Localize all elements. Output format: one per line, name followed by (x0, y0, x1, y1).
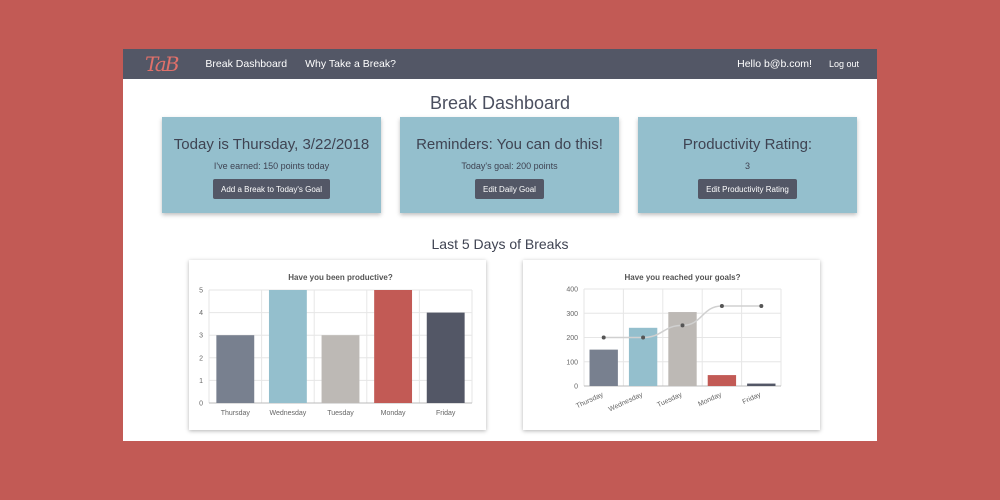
goal-point (759, 303, 764, 308)
productivity-card: Productivity Rating: 3 Edit Productivity… (638, 117, 857, 213)
chart-title: Have you been productive? (288, 273, 393, 282)
x-tick-label: Wednesday (608, 391, 645, 413)
x-tick-label: Wednesday (269, 410, 306, 417)
reminders-card: Reminders: You can do this! Today's goal… (400, 117, 619, 213)
goal-point (601, 335, 606, 340)
x-tick-label: Tuesday (656, 391, 684, 409)
bar (216, 335, 255, 403)
x-tick-label: Thursday (221, 410, 251, 417)
bar (589, 349, 618, 386)
navbar: TaB Break Dashboard Why Take a Break? He… (123, 49, 877, 79)
goals-bar-chart: Have you reached your goals? 0 100 200 300 40… (566, 273, 782, 413)
y-tick-label: 0 (199, 401, 203, 408)
y-tick-label: 400 (566, 287, 578, 294)
edit-productivity-rating-button[interactable]: Edit Productivity Rating (698, 179, 797, 199)
app-logo[interactable]: TaB (145, 52, 179, 76)
bar (268, 290, 307, 403)
today-card: Today is Thursday, 3/22/2018 I've earned… (162, 117, 381, 213)
x-tick-label: Friday (436, 410, 456, 417)
points-earned-text: I've earned: 150 points today (213, 161, 330, 171)
y-tick-label: 300 (566, 311, 578, 318)
y-tick-label: 100 (566, 359, 578, 366)
productivity-rating-value: 3 (744, 161, 750, 171)
y-tick-label: 3 (199, 333, 203, 340)
app-window: TaB Break Dashboard Why Take a Break? He… (123, 49, 877, 441)
y-tick-label: 1 (199, 378, 203, 385)
goal-point (719, 303, 724, 308)
x-tick-label: Thursday (575, 391, 605, 410)
page-title: Break Dashboard (429, 93, 571, 113)
nav-why-take-a-break[interactable]: Why Take a Break? (305, 58, 396, 70)
y-tick-label: 4 (199, 310, 203, 317)
daily-goal-text: Today's goal: 200 points (461, 161, 558, 171)
today-card-title: Today is Thursday, 3/22/2018 (173, 136, 370, 153)
user-greeting: Hello b@b.com! (737, 58, 812, 70)
bar (374, 290, 413, 403)
productivity-chart-panel: Have you been productive? 0 1 2 3 4 5 Thursday W… (189, 260, 486, 430)
goals-chart-panel: Have you reached your goals? 0 100 200 300 40… (523, 260, 820, 430)
reminders-card-title: Reminders: You can do this! (416, 136, 603, 153)
bar (747, 383, 776, 386)
bar (321, 335, 360, 403)
y-tick-label: 0 (574, 384, 578, 391)
goal-point (680, 323, 685, 328)
x-tick-label: Monday (697, 391, 723, 408)
bar (426, 312, 465, 403)
y-tick-label: 5 (199, 288, 203, 295)
productivity-bar-chart: Have you been productive? 0 1 2 3 4 5 Thursday W… (199, 273, 473, 417)
goal-point (641, 335, 646, 340)
productivity-card-title: Productivity Rating: (682, 136, 813, 153)
bar (707, 375, 737, 386)
logout-link[interactable]: Log out (828, 59, 859, 69)
edit-daily-goal-button[interactable]: Edit Daily Goal (475, 179, 544, 199)
x-tick-label: Friday (742, 391, 763, 406)
summary-cards: Today is Thursday, 3/22/2018 I've earned… (162, 117, 857, 213)
add-break-button[interactable]: Add a Break to Today's Goal (213, 179, 330, 199)
chart-title: Have you reached your goals? (624, 273, 740, 282)
x-tick-label: Tuesday (327, 410, 354, 417)
x-tick-label: Monday (381, 410, 406, 417)
y-tick-label: 200 (566, 335, 578, 342)
y-tick-label: 2 (199, 355, 203, 362)
nav-break-dashboard[interactable]: Break Dashboard (205, 58, 288, 70)
section-title: Last 5 Days of Breaks (431, 236, 569, 252)
